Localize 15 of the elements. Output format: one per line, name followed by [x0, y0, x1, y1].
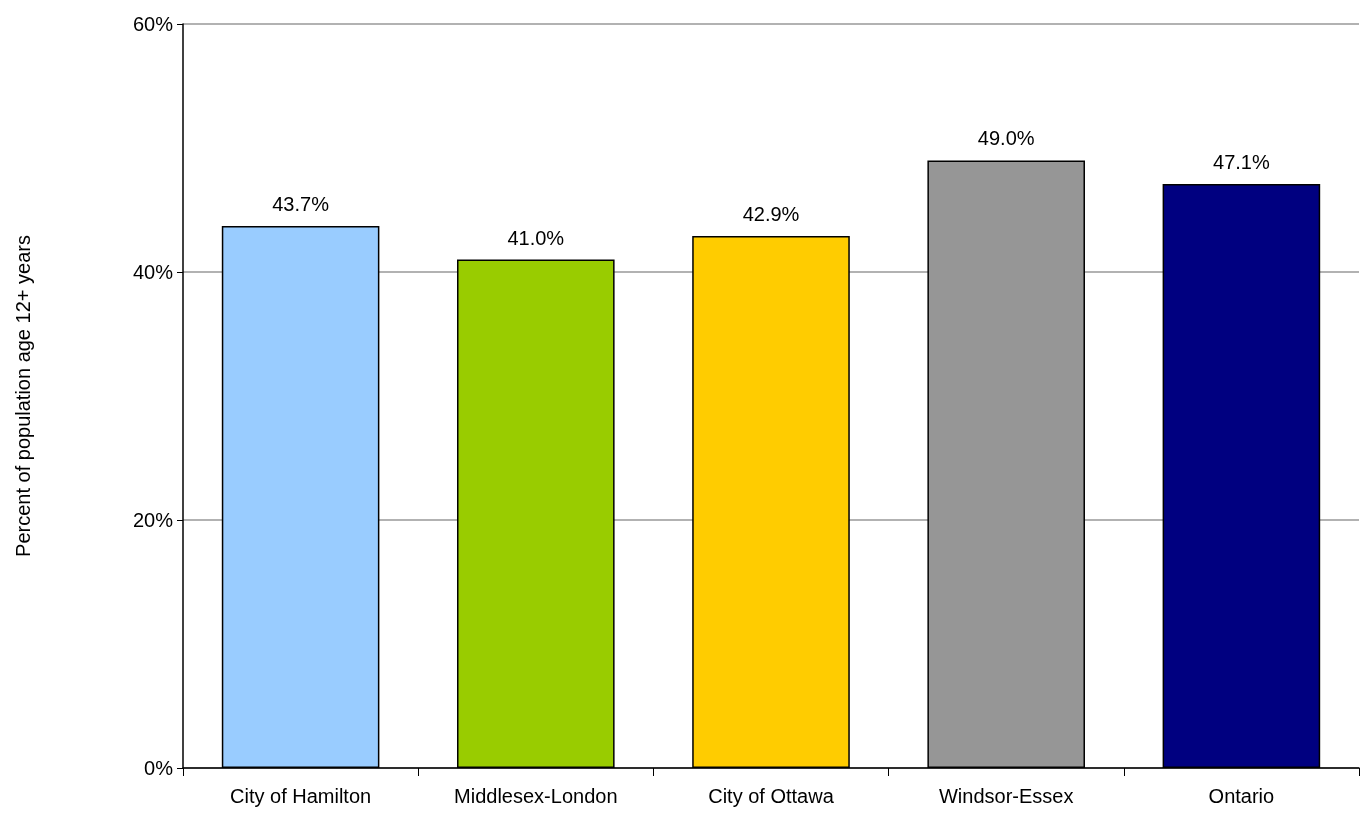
y-axis-title: Percent of population age 12+ years	[12, 235, 34, 557]
data-label: 47.1%	[1213, 150, 1270, 173]
y-tick-label: 40%	[132, 261, 174, 283]
x-tick-label: Middlesex-London	[454, 785, 618, 807]
y-tick-label: 20%	[132, 509, 174, 531]
data-label: 43.7%	[272, 193, 330, 216]
x-tick-label: Windsor-Essex	[938, 785, 1074, 807]
data-label: 49.0%	[977, 127, 1035, 150]
y-tick-label: 60%	[132, 13, 174, 35]
x-tick-label: Ontario	[1208, 785, 1275, 807]
x-tick-label: City of Ottawa	[708, 785, 835, 807]
x-tick-label: City of Hamilton	[230, 785, 372, 807]
data-label: 41.0%	[507, 226, 565, 249]
data-label: 42.9%	[742, 203, 800, 226]
y-tick-label: 0%	[144, 757, 174, 779]
